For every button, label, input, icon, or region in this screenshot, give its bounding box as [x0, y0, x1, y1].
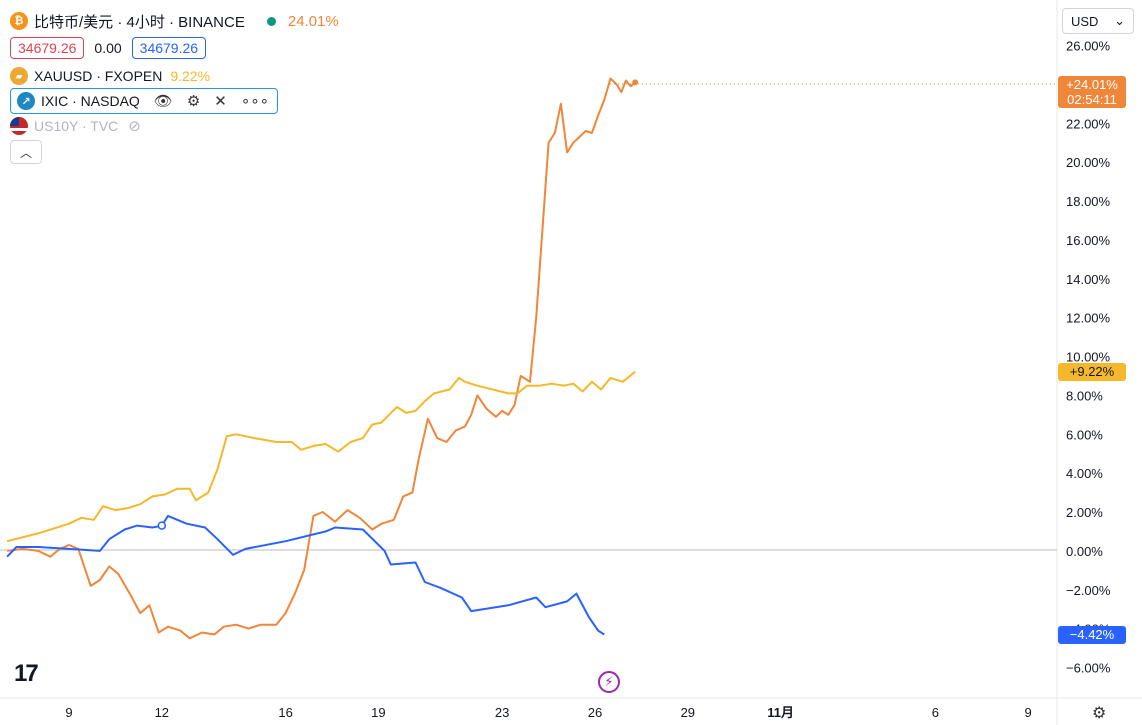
chevron-up-icon: ︿ [19, 145, 32, 160]
us-flag-icon [10, 117, 28, 135]
x-tick-label: 9 [1025, 705, 1032, 720]
bitcoin-icon: ₿ [10, 12, 28, 30]
y-tick-label: 4.00% [1066, 466, 1103, 481]
gold-bars-icon: ▰ [10, 67, 28, 85]
ixic-symbol: IXIC · NASDAQ [41, 93, 140, 109]
gold-change: 9.22% [170, 68, 211, 84]
gold-price-tag: +9.22% [1058, 363, 1126, 381]
x-tick-label: 11月 [767, 705, 794, 720]
buy-price-box[interactable]: 34679.26 [131, 37, 207, 59]
price-scale[interactable]: 26.00%24.00%22.00%20.00%18.00%16.00%14.0… [1066, 39, 1111, 676]
close-icon[interactable]: ✕ [214, 93, 227, 110]
chevron-down-icon: ⌄ [1114, 13, 1125, 28]
y-tick-label: 18.00% [1066, 194, 1111, 209]
legend: ₿ 比特币/美元 · 4小时 · BINANCE 24.01% 34679.26… [10, 10, 339, 164]
x-tick-label: 9 [65, 705, 72, 720]
market-status-icon[interactable] [266, 16, 276, 26]
y-tick-label: 20.00% [1066, 155, 1111, 170]
time-scale[interactable]: 9 12 16 19 23 26 29 11月 6 9 [65, 705, 1031, 720]
y-tick-label: 8.00% [1066, 388, 1103, 403]
btc-price-tag: +24.01% 02:54:11 [1058, 76, 1126, 108]
currency-label: USD [1071, 13, 1099, 29]
ixic-selected-row[interactable]: ↗ IXIC · NASDAQ 👁 ⚙ ✕ ∘∘∘ [10, 88, 279, 114]
bar-countdown: 02:54:11 [1067, 92, 1117, 107]
currency-dropdown[interactable]: USD ⌄ [1062, 8, 1134, 34]
ohlc-row: 34679.26 0.00 34679.26 [10, 35, 339, 61]
collapse-legend-button[interactable]: ︿ [10, 140, 42, 164]
legend-main-row[interactable]: ₿ 比特币/美元 · 4小时 · BINANCE 24.01% [10, 10, 339, 32]
legend-ixic-row[interactable]: ↗ IXIC · NASDAQ 👁 ⚙ ✕ ∘∘∘ [10, 88, 339, 114]
y-tick-label: 6.00% [1066, 427, 1103, 442]
x-tick-label: 23 [495, 705, 509, 720]
tradingview-logo[interactable]: 17 [14, 660, 39, 687]
x-tick-label: 16 [278, 705, 292, 720]
gold-symbol: XAUUSD · FXOPEN [34, 68, 163, 84]
x-tick-label: 19 [371, 705, 385, 720]
y-tick-label: 12.00% [1066, 311, 1111, 326]
series-line [6, 514, 605, 636]
last-price-marker [632, 79, 639, 86]
main-symbol-title[interactable]: 比特币/美元 · 4小时 · BINANCE [34, 13, 245, 31]
us10y-symbol: US10Y · TVC [34, 118, 119, 134]
main-change: 24.01% [287, 12, 339, 30]
y-tick-label: 10.00% [1066, 350, 1111, 365]
y-tick-label: −6.00% [1066, 661, 1111, 676]
y-tick-label: 2.00% [1066, 505, 1103, 520]
eye-icon[interactable]: 👁 [153, 93, 173, 110]
x-tick-label: 26 [588, 705, 602, 720]
spread-value: 0.00 [94, 40, 122, 56]
series-marker [157, 521, 167, 530]
y-tick-label: −2.00% [1066, 583, 1111, 598]
legend-gold-row[interactable]: ▰ XAUUSD · FXOPEN 9.22% [10, 65, 339, 87]
y-tick-label: 22.00% [1066, 116, 1111, 131]
more-icon[interactable]: ∘∘∘ [240, 93, 270, 110]
eye-off-icon[interactable]: ⊘ [128, 118, 141, 135]
x-tick-label: 29 [681, 705, 695, 720]
series-layer [6, 77, 639, 640]
settings-icon[interactable]: ⚙ [1092, 705, 1107, 722]
y-tick-label: 14.00% [1066, 272, 1111, 287]
btc-tag-change: +24.01% [1066, 77, 1118, 92]
gear-icon[interactable]: ⚙ [186, 93, 201, 110]
series-line [6, 370, 636, 543]
nasdaq-icon: ↗ [17, 92, 35, 110]
y-tick-label: 0.00% [1066, 544, 1103, 559]
x-tick-label: 6 [932, 705, 939, 720]
ixic-price-tag: −4.42% [1058, 626, 1126, 644]
y-tick-label: 26.00% [1066, 39, 1111, 54]
series-line [6, 77, 636, 640]
legend-us10y-row[interactable]: US10Y · TVC ⊘ [10, 115, 339, 137]
sell-price-box[interactable]: 34679.26 [10, 37, 85, 59]
x-tick-label: 12 [155, 705, 169, 720]
flash-icon[interactable]: ⚡ [598, 671, 620, 693]
y-tick-label: 16.00% [1066, 233, 1111, 248]
